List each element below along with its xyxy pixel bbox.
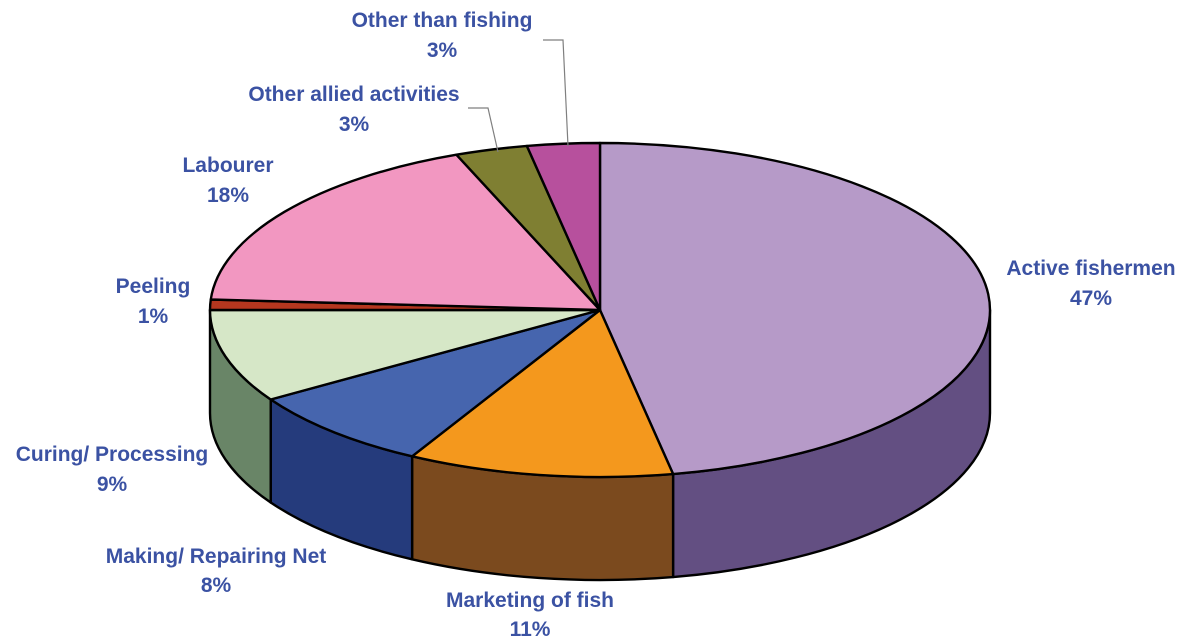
pie-slice-labourer: [209, 153, 602, 312]
label-value-active-fishermen: 47%: [1070, 287, 1112, 310]
pie-walls: [208, 308, 992, 582]
label-value-labourer: 18%: [207, 184, 249, 207]
leader-line-other-than-fishing: [543, 39, 569, 147]
pie-slice-active-fishermen: [598, 141, 992, 476]
pie-slices: [208, 141, 992, 479]
label-value-marketing-of-fish: 11%: [510, 618, 551, 638]
leader-lines: [468, 39, 569, 153]
pie-slice-curing-processing: [208, 308, 602, 401]
label-value-other-than-fishing: 3%: [427, 39, 458, 62]
slice-labels: Active fishermen 47% Marketing of fish 1…: [16, 9, 1176, 638]
label-value-making-repairing-net: 8%: [201, 574, 232, 597]
pie-slice-making-repairing-net: [269, 308, 602, 458]
label-name-active-fishermen: Active fishermen: [1006, 257, 1175, 280]
label-name-peeling: Peeling: [116, 275, 191, 298]
label-name-labourer: Labourer: [182, 154, 273, 177]
label-name-other-than-fishing: Other than fishing: [352, 9, 533, 32]
label-name-other-allied-activities: Other allied activities: [248, 83, 459, 106]
label-name-curing-processing: Curing/ Processing: [16, 443, 209, 466]
leader-line-other-allied: [468, 107, 499, 153]
label-name-marketing-of-fish: Marketing of fish: [446, 589, 614, 612]
pie-slice-other-than-fishing: [525, 141, 602, 312]
label-value-other-allied-activities: 3%: [339, 113, 370, 136]
label-name-making-repairing-net: Making/ Repairing Net: [106, 545, 327, 568]
label-value-curing-processing: 9%: [97, 473, 128, 496]
label-value-peeling: 1%: [138, 305, 169, 328]
pie-slice-marketing-of-fish: [410, 308, 675, 479]
